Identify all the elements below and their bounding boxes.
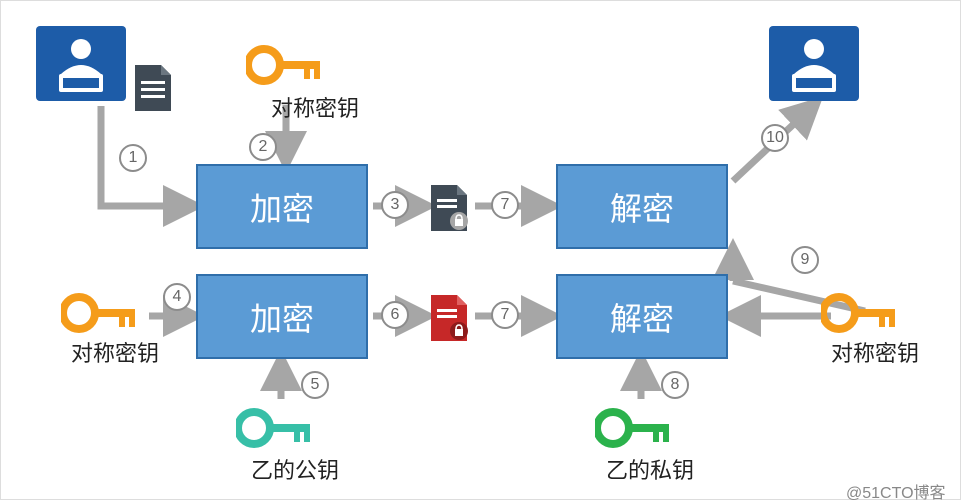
user-receiver-icon — [769, 26, 859, 101]
privkey-label: 乙的私钥 — [606, 453, 694, 485]
process-box-encrypt-bottom: 加密 — [196, 274, 368, 359]
document-plain-icon — [133, 63, 173, 113]
watermark-text: @51CTO博客 — [846, 479, 946, 503]
user-sender-icon — [36, 26, 126, 101]
step-marker-3: 3 — [381, 191, 409, 219]
document-locked-dark-icon — [429, 183, 469, 233]
key-label-top: 对称密钥 — [271, 91, 359, 123]
process-box-label: 解密 — [610, 294, 674, 340]
step-marker-1: 1 — [119, 144, 147, 172]
process-box-label: 加密 — [250, 184, 314, 230]
step-marker-5: 5 — [301, 371, 329, 399]
process-box-label: 解密 — [610, 184, 674, 230]
step-marker-10: 10 — [761, 124, 789, 152]
step-marker-7: 7 — [491, 191, 519, 219]
process-box-decrypt-bottom: 解密 — [556, 274, 728, 359]
process-box-decrypt-top: 解密 — [556, 164, 728, 249]
step-marker-9: 9 — [791, 246, 819, 274]
key-teal-pub-icon — [236, 406, 316, 451]
step-marker-8: 8 — [661, 371, 689, 399]
step-marker-2: 2 — [249, 133, 277, 161]
key-label-left: 对称密钥 — [71, 336, 159, 368]
process-box-encrypt-top: 加密 — [196, 164, 368, 249]
step-marker-6: 6 — [381, 301, 409, 329]
pubkey-label: 乙的公钥 — [251, 453, 339, 485]
key-orange-left-icon — [61, 291, 141, 336]
key-orange-top-icon — [246, 43, 326, 88]
process-box-label: 加密 — [250, 294, 314, 340]
key-label-right: 对称密钥 — [831, 336, 919, 368]
key-green-priv-icon — [595, 406, 675, 451]
key-orange-right-icon — [821, 291, 901, 336]
document-locked-red-icon — [429, 293, 469, 343]
step-marker-4: 4 — [163, 283, 191, 311]
step-marker-7: 7 — [491, 301, 519, 329]
